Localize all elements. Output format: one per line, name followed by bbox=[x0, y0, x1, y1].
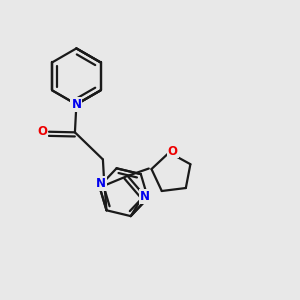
Text: O: O bbox=[168, 145, 178, 158]
Text: O: O bbox=[38, 125, 47, 138]
Text: N: N bbox=[140, 190, 150, 203]
Text: N: N bbox=[96, 177, 106, 190]
Text: N: N bbox=[71, 98, 81, 111]
